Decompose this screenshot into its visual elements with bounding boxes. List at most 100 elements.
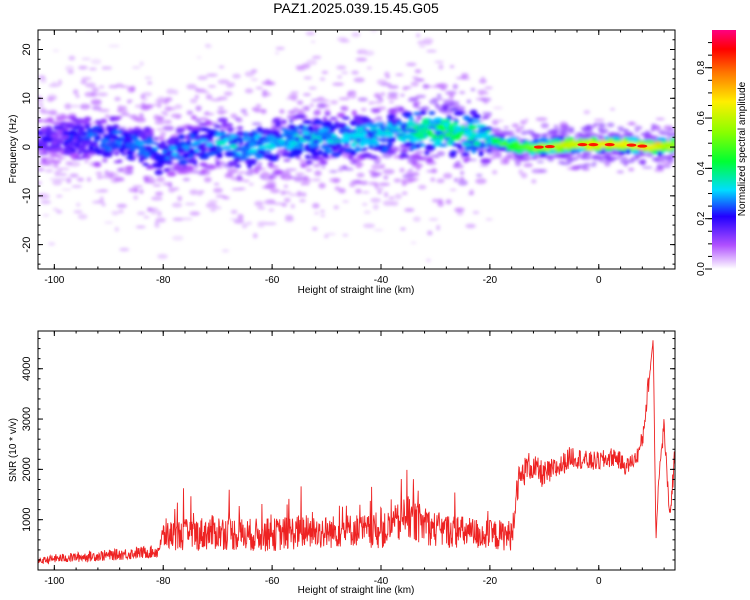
heatmap-cell <box>196 193 203 196</box>
heatmap-cell <box>190 115 197 120</box>
heatmap-cell <box>82 143 88 146</box>
heatmap-cell <box>656 150 663 157</box>
heatmap-cell <box>92 88 100 92</box>
heatmap-cell <box>531 168 543 174</box>
heatmap-cell <box>181 159 189 164</box>
heatmap-cell <box>56 156 67 160</box>
heatmap-cell <box>388 108 399 113</box>
heatmap-cell <box>491 170 498 175</box>
heatmap-cell <box>321 70 329 74</box>
heatmap-cell <box>281 174 293 181</box>
heatmap-cell <box>169 145 177 151</box>
heatmap-cell <box>156 176 165 183</box>
heatmap-cell <box>579 155 592 159</box>
heatmap-cell <box>427 230 433 236</box>
heatmap-cell <box>410 241 417 245</box>
heatmap-cell <box>342 107 348 110</box>
heatmap-cell <box>269 174 277 180</box>
heatmap-cell <box>252 233 258 239</box>
heatmap-cell <box>63 141 69 145</box>
heatmap-cell <box>111 212 119 216</box>
heatmap-cell <box>421 118 430 123</box>
heatmap-cell <box>335 139 341 143</box>
heatmap-cell <box>101 140 110 143</box>
heatmap-cell <box>449 188 457 191</box>
heatmap-cell <box>340 137 351 144</box>
heatmap-cell <box>323 235 329 239</box>
heatmap-cell <box>302 131 311 136</box>
heatmap-cell <box>52 49 60 52</box>
heatmap-cell <box>156 210 162 217</box>
heatmap-cell <box>196 151 201 157</box>
snr-series-line <box>38 340 675 565</box>
heatmap-cell <box>304 182 310 186</box>
heatmap-cell <box>242 136 253 141</box>
heatmap-cell <box>644 140 655 144</box>
heatmap-cell <box>267 162 274 166</box>
heatmap-cell <box>431 85 444 88</box>
heatmap-cell <box>485 218 493 221</box>
heatmap-cell <box>412 216 421 222</box>
heatmap-cell <box>200 147 207 152</box>
heatmap-cell <box>44 146 53 150</box>
heatmap-cell <box>320 214 326 218</box>
heatmap-cell <box>184 202 196 206</box>
heatmap-cell <box>72 135 79 141</box>
x-tick-label: 0 <box>596 275 602 286</box>
heatmap-cell <box>303 76 312 80</box>
heatmap-cell <box>157 96 165 102</box>
y-tick-label: 3000 <box>21 407 33 431</box>
heatmap-cell <box>132 185 143 188</box>
heatmap-cell <box>389 128 401 134</box>
heatmap-cell <box>269 137 279 143</box>
heatmap-cell <box>436 178 445 184</box>
heatmap-cell <box>208 199 219 203</box>
heatmap-cell <box>583 109 591 115</box>
heatmap-cell <box>342 133 352 139</box>
heatmap-cell <box>216 147 224 152</box>
heatmap-cell <box>116 167 123 173</box>
heatmap-cell <box>627 131 633 136</box>
heatmap-cell <box>394 133 406 137</box>
heatmap-cell <box>272 202 284 205</box>
heatmap-cell <box>346 131 353 134</box>
heatmap-cell <box>314 211 319 215</box>
heatmap-cell <box>449 108 459 111</box>
heatmap-cell <box>617 126 625 130</box>
heatmap-cell <box>653 168 665 172</box>
heatmap-cell <box>340 39 350 43</box>
heatmap-cell <box>386 95 399 100</box>
heatmap-cell <box>410 136 418 143</box>
heatmap-cell <box>317 149 323 156</box>
heatmap-cell <box>50 160 62 164</box>
heatmap-cell <box>230 113 238 119</box>
heatmap-cell <box>84 124 90 129</box>
heatmap-cell <box>113 177 125 182</box>
heatmap-cell <box>311 55 322 59</box>
heatmap-cell <box>237 214 244 220</box>
heatmap-cell <box>228 161 238 167</box>
heatmap-cell <box>285 152 291 157</box>
heatmap-cell <box>65 161 73 166</box>
heatmap-cell <box>578 146 584 152</box>
heatmap-cell <box>666 149 675 153</box>
heatmap-cell <box>72 127 78 131</box>
heatmap-cell <box>206 73 218 77</box>
heatmap-cell <box>428 111 436 116</box>
heatmap-cell <box>376 106 387 111</box>
heatmap-cell <box>478 78 487 84</box>
heatmap-cell <box>351 70 359 75</box>
heatmap-cell <box>261 167 266 171</box>
heatmap-cell <box>625 148 631 155</box>
heatmap-cell <box>194 94 199 99</box>
heatmap-cell <box>402 87 408 91</box>
heatmap-cell <box>221 249 230 253</box>
heatmap-cell <box>453 111 465 116</box>
heatmap-cell <box>360 124 371 128</box>
heatmap-cell <box>403 141 415 147</box>
heatmap-cell <box>434 60 445 64</box>
colorbar-label: Normalized spectral amplitude <box>737 81 748 216</box>
heatmap-cell <box>460 170 465 176</box>
heatmap-cell <box>229 218 240 221</box>
heatmap-cell <box>68 55 76 61</box>
